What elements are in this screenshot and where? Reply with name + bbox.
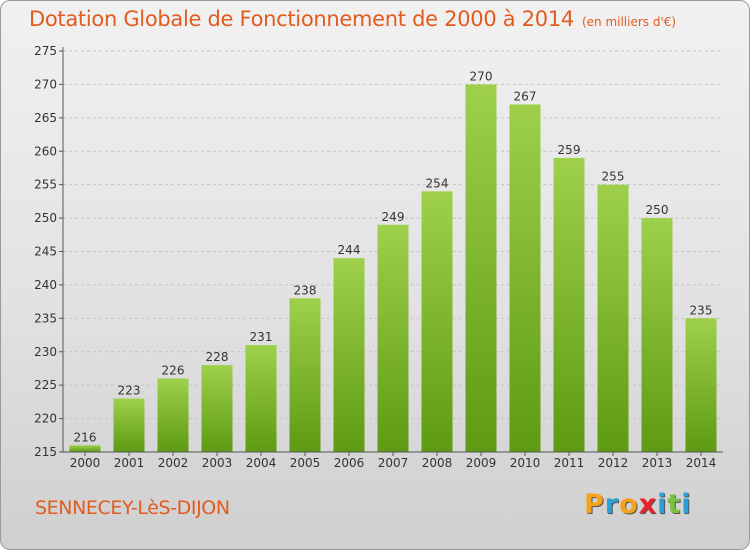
bar-value-label: 235 — [690, 303, 713, 317]
chart-subtitle: (en milliers d'€) — [581, 15, 677, 29]
bar-value-label: 267 — [514, 89, 537, 103]
chart-title-text: Dotation Globale de Fonctionnement de 20… — [29, 7, 574, 31]
x-tick-label: 2013 — [642, 456, 673, 470]
bar — [245, 345, 277, 452]
bar-value-label: 231 — [250, 330, 273, 344]
bar-value-label: 249 — [382, 210, 405, 224]
proxiti-logo: Proxiti — [584, 489, 692, 520]
x-tick-label: 2000 — [70, 456, 101, 470]
bar — [685, 318, 717, 452]
logo-letter: i — [681, 489, 692, 520]
y-tick-label: 265 — [34, 111, 57, 125]
axes — [59, 47, 723, 456]
bar — [289, 298, 321, 452]
bar — [597, 184, 629, 452]
bar-value-label: 244 — [338, 243, 361, 257]
x-tick-label: 2010 — [510, 456, 541, 470]
bar-value-label: 255 — [602, 170, 625, 184]
y-tick-label: 245 — [34, 245, 57, 259]
bar-value-label: 254 — [426, 176, 449, 190]
x-tick-label: 2012 — [598, 456, 629, 470]
chart-title: Dotation Globale de Fonctionnement de 20… — [29, 7, 676, 31]
y-tick-label: 225 — [34, 378, 57, 392]
logo-letter: i — [657, 489, 668, 520]
x-tick-label: 2008 — [422, 456, 453, 470]
x-tick-label: 2002 — [158, 456, 189, 470]
bar-value-label: 223 — [118, 384, 141, 398]
y-tick-label: 230 — [34, 345, 57, 359]
x-tick-label: 2003 — [202, 456, 233, 470]
bar — [553, 157, 585, 452]
y-tick-label: 235 — [34, 311, 57, 325]
bar-value-label: 226 — [162, 363, 185, 377]
x-tick-label: 2014 — [686, 456, 717, 470]
logo-letter: t — [667, 489, 682, 520]
bar-value-label: 259 — [558, 143, 581, 157]
commune-name: SENNECEY-LèS-DIJON — [35, 497, 230, 519]
bar — [333, 258, 365, 452]
bar-value-label: 228 — [206, 350, 229, 364]
logo-letter: o — [619, 489, 639, 520]
y-tick-label: 215 — [34, 445, 57, 459]
bar — [377, 224, 409, 452]
bar — [421, 191, 453, 452]
y-tick-label: 275 — [34, 44, 57, 58]
bar — [641, 218, 673, 452]
x-tick-label: 2007 — [378, 456, 409, 470]
y-tick-label: 220 — [34, 412, 57, 426]
bar — [201, 365, 233, 452]
bars — [69, 84, 717, 453]
x-tick-label: 2009 — [466, 456, 497, 470]
logo-letter: P — [584, 489, 605, 520]
x-tick-label: 2011 — [554, 456, 585, 470]
bar-value-label: 216 — [74, 430, 97, 444]
labels: 215 220 225 230 235 240 245 250 255 260 265 270 275 2… — [34, 44, 716, 470]
bar — [157, 378, 189, 452]
bar-value-label: 238 — [294, 283, 317, 297]
logo-letter: r — [604, 489, 620, 520]
x-tick-label: 2001 — [114, 456, 145, 470]
y-tick-label: 270 — [34, 77, 57, 91]
bar — [69, 445, 101, 452]
y-tick-label: 240 — [34, 278, 57, 292]
y-tick-label: 260 — [34, 144, 57, 158]
x-tick-label: 2005 — [290, 456, 321, 470]
x-tick-label: 2004 — [246, 456, 277, 470]
y-tick-label: 255 — [34, 178, 57, 192]
x-tick-label: 2006 — [334, 456, 365, 470]
bar — [465, 84, 497, 453]
logo-letter: x — [638, 489, 658, 520]
bar — [509, 104, 541, 452]
bar-value-label: 270 — [470, 69, 493, 83]
bar — [113, 398, 145, 452]
bar-value-label: 250 — [646, 203, 669, 217]
y-tick-label: 250 — [34, 211, 57, 225]
